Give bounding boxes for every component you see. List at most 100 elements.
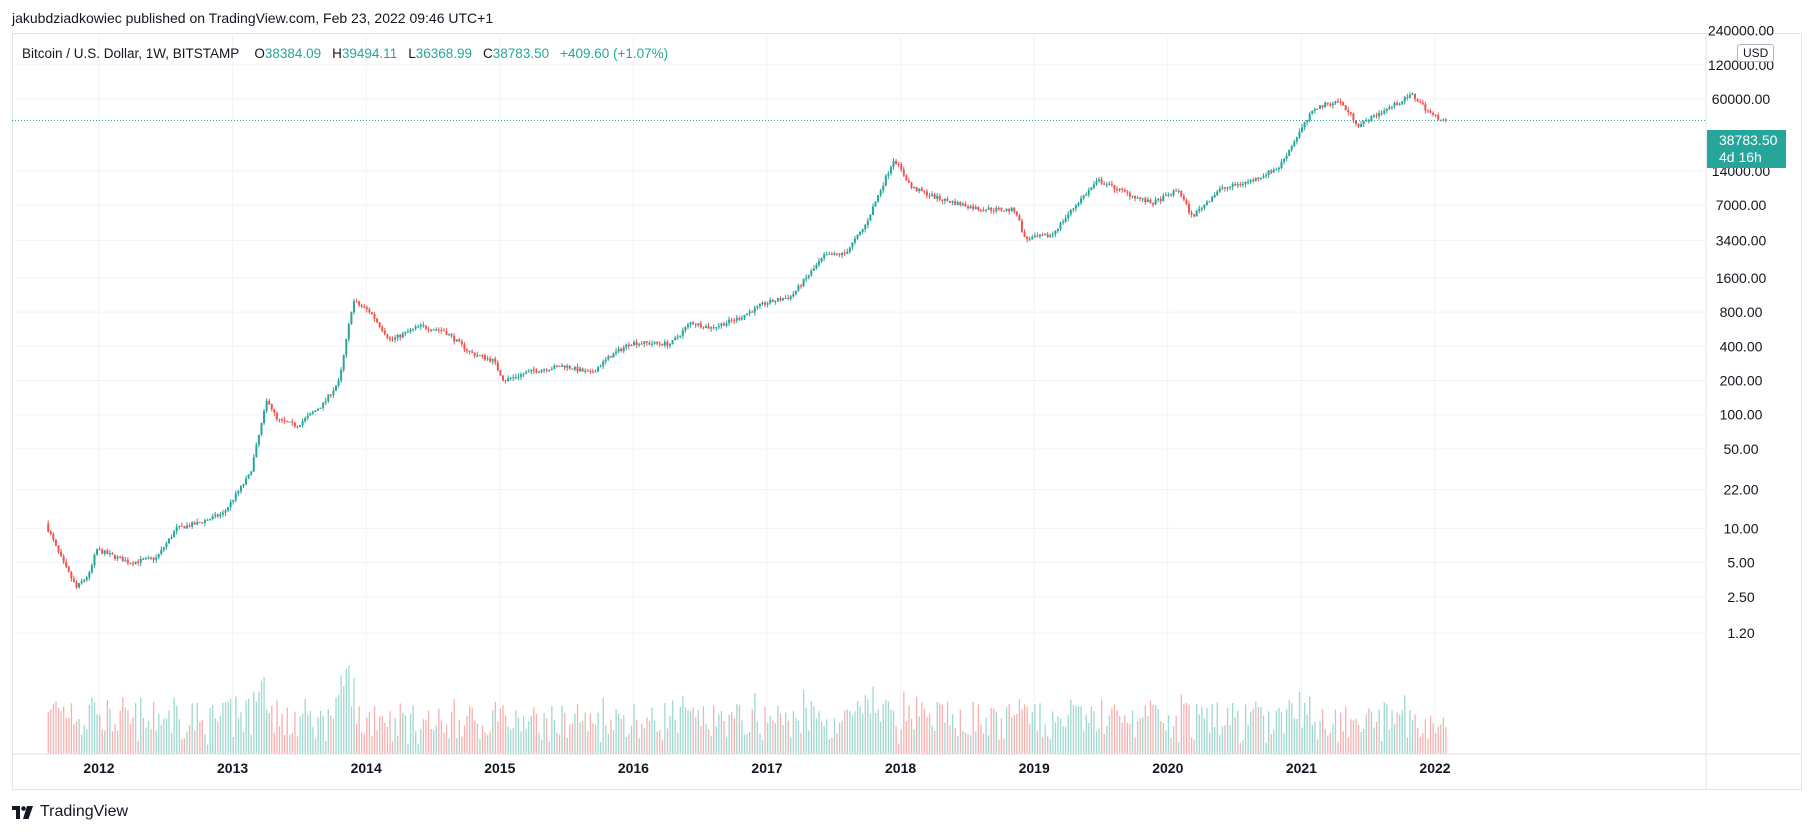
candle-body [622,347,625,351]
candle-body [72,578,75,583]
candle-body [209,518,212,520]
candle-body [1141,198,1144,200]
candle-body [879,190,882,196]
volume-bar [1247,724,1249,754]
candle-body [679,335,682,337]
volume-bar [140,697,142,754]
candle-body [191,522,194,527]
volume-bar [1386,703,1388,754]
symbol-name[interactable]: Bitcoin / U.S. Dollar, 1W, BITSTAMP [22,46,240,61]
candle-body [586,370,589,372]
candle-body [1393,102,1396,107]
candle-body [1190,212,1193,215]
volume-bar [399,703,401,754]
volume-bar [294,711,296,754]
candle-body [956,202,959,205]
candle-body [1072,208,1075,210]
volume-bar [1023,704,1026,754]
candle-body [882,185,885,191]
volume-bar [962,730,964,754]
candle-body [997,207,1000,209]
volume-bar [743,734,746,754]
candle-body [668,344,671,346]
currency-button[interactable]: USD [1737,44,1775,62]
volume-bar [1121,722,1123,754]
volume-bar [818,711,820,754]
candle-body [329,394,332,396]
candle-body [327,394,330,402]
volume-bar [944,722,946,754]
ohlc-low: L 36368.99 [408,46,473,61]
volume-bar [1021,709,1023,754]
volume-bar [427,710,430,754]
volume-bar [1108,715,1111,754]
candle-body [463,344,466,350]
candle-body [954,201,957,205]
candle-body [563,365,566,368]
volume-bar [1049,739,1051,754]
candle-body [537,371,540,373]
candle-body [255,444,258,458]
volume-bar [494,701,496,754]
volume-bar [1265,742,1267,754]
candle-body [229,501,232,508]
candle-body [1080,198,1083,203]
candle-body [949,200,952,203]
volume-bar [777,705,779,754]
volume-bar [1036,731,1039,754]
volume-bar [502,705,504,754]
candle-body [597,367,600,372]
candle-body [1267,170,1270,176]
candle-body [1285,155,1288,159]
candle-body [283,420,286,422]
candle-body [1200,208,1203,210]
candle-body [155,557,158,560]
candle-body [545,369,548,371]
candle-body [733,320,736,322]
candle-body [1020,220,1023,232]
volume-bar [55,701,57,754]
volume-bar [949,725,951,754]
candle-body [1031,237,1034,240]
candle-body [1401,101,1404,104]
candle-body [1110,183,1113,186]
volume-bar [1052,711,1054,754]
volume-bar [1355,718,1357,754]
volume-bar [682,696,684,754]
candle-body [126,560,129,564]
candle-body [543,369,546,371]
volume-bar [594,724,597,754]
candle-body [548,369,551,371]
candle-body [1116,189,1119,191]
candle-body [430,329,433,331]
candle-body [214,514,217,517]
volume-bar [1062,726,1064,754]
volume-bar [235,696,237,754]
candle-body [671,340,674,345]
volume-bar [926,716,928,754]
tradingview-logo[interactable]: TradingView [12,803,128,821]
volume-bar [1370,711,1373,754]
volume-bar [199,721,201,754]
candle-body [779,298,782,301]
candle-body [268,400,271,405]
volume-bar [1378,709,1380,754]
candle-body [748,311,751,314]
candle-body [645,341,648,343]
volume-bar [155,730,157,754]
volume-bar [1319,721,1321,754]
candle-body [712,327,715,329]
candle-body [368,309,371,313]
candle-body [114,554,117,559]
volume-bar [964,732,967,754]
volume-bar [802,689,805,754]
candle-body [1015,211,1018,216]
candle-body [507,378,510,382]
volume-bar [1175,716,1177,754]
candle-body [1288,149,1291,156]
candle-body [720,323,723,326]
candle-body [137,561,140,563]
candle-body [1283,158,1286,162]
volume-bar [425,720,427,754]
